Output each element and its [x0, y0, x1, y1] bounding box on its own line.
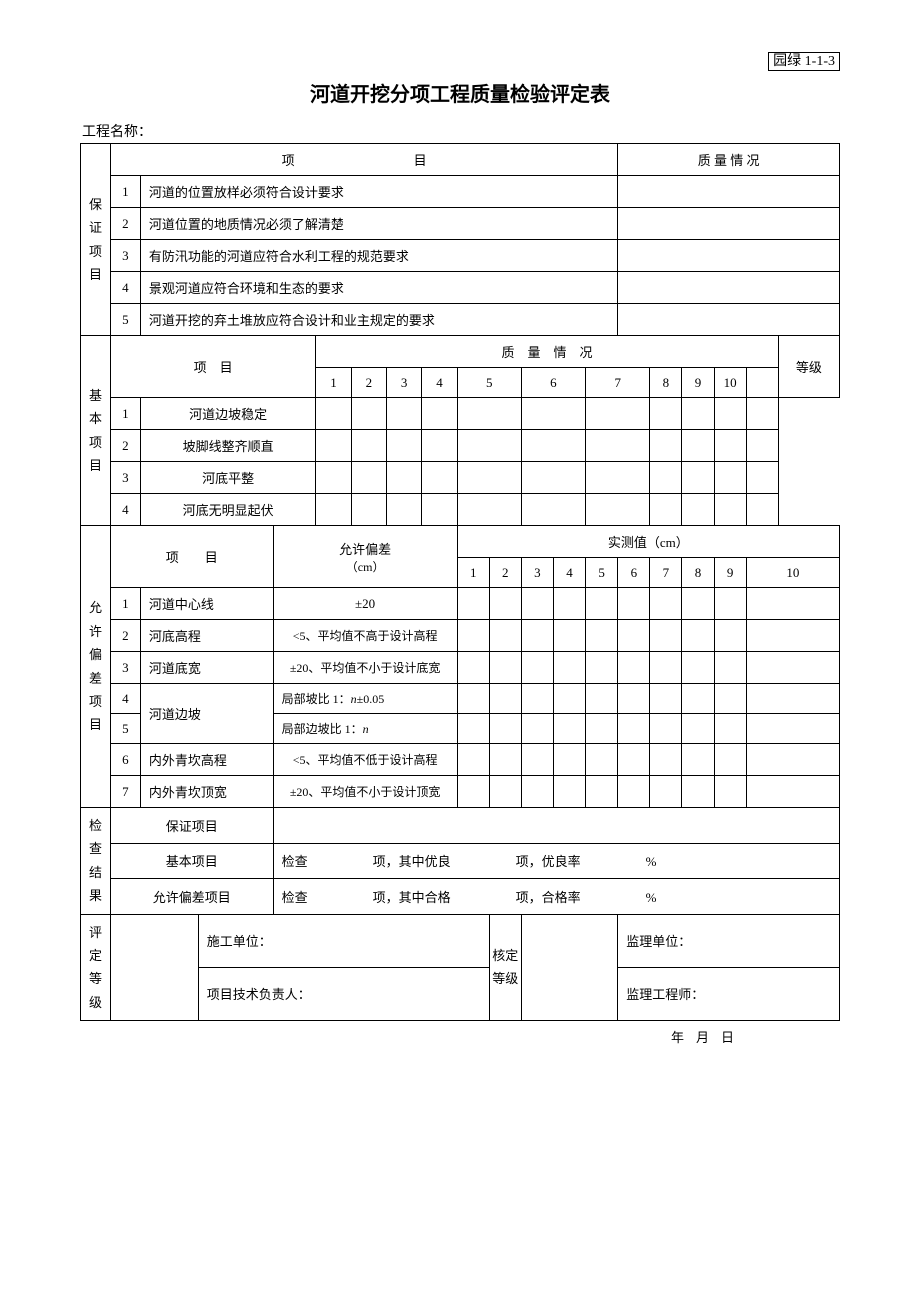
s1-row-blank [618, 176, 840, 208]
s1-header-item: 项 目 [110, 144, 617, 176]
results-row3-text: 检查 项，其中合格 项，合格率 % [273, 879, 839, 915]
s1-row-num: 4 [110, 272, 140, 304]
s3-col: 5 [586, 558, 618, 588]
s1-row-num: 1 [110, 176, 140, 208]
s2-row-num: 4 [110, 494, 140, 526]
s3-row-tol: <5、平均值不高于设计高程 [273, 620, 457, 652]
main-table: 保证项目 项 目 质 量 情 况 1 河道的位置放样必须符合设计要求 2 河道位… [80, 143, 840, 1021]
footer-grade-blank [110, 914, 198, 1021]
s1-header-quality: 质 量 情 况 [618, 144, 840, 176]
s2-row-text: 河底无明显起伏 [140, 494, 315, 526]
results-row1-blank [273, 808, 839, 844]
s1-row-text: 有防汛功能的河道应符合水利工程的规范要求 [140, 240, 617, 272]
s1-row-text: 河道的位置放样必须符合设计要求 [140, 176, 617, 208]
s3-col: 1 [457, 558, 489, 588]
s2-col: 9 [682, 368, 714, 398]
results-row2-text: 检查 项，其中优良 项，优良率 % [273, 843, 839, 879]
s3-row-text: 河道底宽 [140, 652, 273, 684]
s2-col: 6 [521, 368, 585, 398]
s2-col: 2 [351, 368, 386, 398]
footer-verify-blank [521, 914, 617, 1021]
date-row: 年月日 [80, 1027, 840, 1046]
results-label: 检查结果 [81, 808, 111, 915]
s3-header-item: 项 目 [110, 526, 273, 588]
s2-row-text: 坡脚线整齐顺直 [140, 430, 315, 462]
s2-col: 8 [650, 368, 682, 398]
s3-col: 7 [650, 558, 682, 588]
footer-construction-unit: 施工单位： [198, 914, 489, 967]
results-row2-label: 基本项目 [110, 843, 273, 879]
footer-verify-label: 核定等级 [489, 914, 521, 1021]
s3-row-text: 内外青坎高程 [140, 744, 273, 776]
s3-col: 6 [618, 558, 650, 588]
s3-col: 2 [489, 558, 521, 588]
s3-col: 4 [553, 558, 585, 588]
s2-row-text: 河底平整 [140, 462, 315, 494]
project-name-label: 工程名称： [80, 121, 840, 141]
s3-row-tol: <5、平均值不低于设计高程 [273, 744, 457, 776]
s3-row-tol: 局部坡比 1：n±0.05 [273, 684, 457, 714]
s2-row-text: 河道边坡稳定 [140, 398, 315, 430]
s3-col: 9 [714, 558, 746, 588]
s2-row-num: 1 [110, 398, 140, 430]
s3-row-num: 6 [110, 744, 140, 776]
s2-col: 1 [316, 368, 351, 398]
footer-grade-label: 评定等级 [81, 914, 111, 1021]
s1-row-blank [618, 272, 840, 304]
s1-row-text: 河道位置的地质情况必须了解清楚 [140, 208, 617, 240]
footer-supervision-unit: 监理单位： [618, 914, 840, 967]
s2-col: 5 [457, 368, 521, 398]
s1-row-blank [618, 240, 840, 272]
s2-col: 3 [387, 368, 422, 398]
section1-label: 保证项目 [81, 144, 111, 336]
s2-col: 4 [422, 368, 457, 398]
footer-supervision-eng: 监理工程师： [618, 967, 840, 1020]
s3-col: 10 [746, 558, 839, 588]
s2-row-num: 2 [110, 430, 140, 462]
s1-row-num: 5 [110, 304, 140, 336]
s3-row-tol: ±20 [273, 588, 457, 620]
s1-row-num: 3 [110, 240, 140, 272]
s3-row-tol: 局部边坡比 1：n [273, 714, 457, 744]
page-title: 河道开挖分项工程质量检验评定表 [80, 78, 840, 107]
s3-col: 3 [521, 558, 553, 588]
s1-row-text: 景观河道应符合环境和生态的要求 [140, 272, 617, 304]
s1-row-num: 2 [110, 208, 140, 240]
s3-row-tol: ±20、平均值不小于设计底宽 [273, 652, 457, 684]
s3-row-text: 河道边坡 [140, 684, 273, 744]
s2-header-item: 项 目 [110, 336, 315, 398]
s3-header-tol: 允许偏差（cm） [273, 526, 457, 588]
s3-row-tol: ±20、平均值不小于设计顶宽 [273, 776, 457, 808]
s1-row-blank [618, 304, 840, 336]
s2-header-grade: 等级 [778, 336, 839, 398]
s3-row-num: 2 [110, 620, 140, 652]
s3-row-text: 河道中心线 [140, 588, 273, 620]
section3-label: 允许偏差项目 [81, 526, 111, 808]
s3-row-num: 1 [110, 588, 140, 620]
s3-row-num: 4 [110, 684, 140, 714]
s2-header-quality: 质 量 情 况 [316, 336, 778, 368]
results-row1-label: 保证项目 [110, 808, 273, 844]
section2-label: 基本项目 [81, 336, 111, 526]
s1-row-blank [618, 208, 840, 240]
s1-row-text: 河道开挖的弃土堆放应符合设计和业主规定的要求 [140, 304, 617, 336]
s3-col: 8 [682, 558, 714, 588]
s2-row-num: 3 [110, 462, 140, 494]
doc-code: 园绿 1-1-3 [80, 50, 840, 70]
s3-row-text: 河底高程 [140, 620, 273, 652]
results-row3-label: 允许偏差项目 [110, 879, 273, 915]
s3-row-num: 3 [110, 652, 140, 684]
s3-row-num: 7 [110, 776, 140, 808]
footer-tech-lead: 项目技术负责人： [198, 967, 489, 1020]
s2-col: 7 [586, 368, 650, 398]
s3-header-measured: 实测值（cm） [457, 526, 839, 558]
s2-col: 10 [714, 368, 746, 398]
s3-row-text: 内外青坎顶宽 [140, 776, 273, 808]
s3-row-num: 5 [110, 714, 140, 744]
